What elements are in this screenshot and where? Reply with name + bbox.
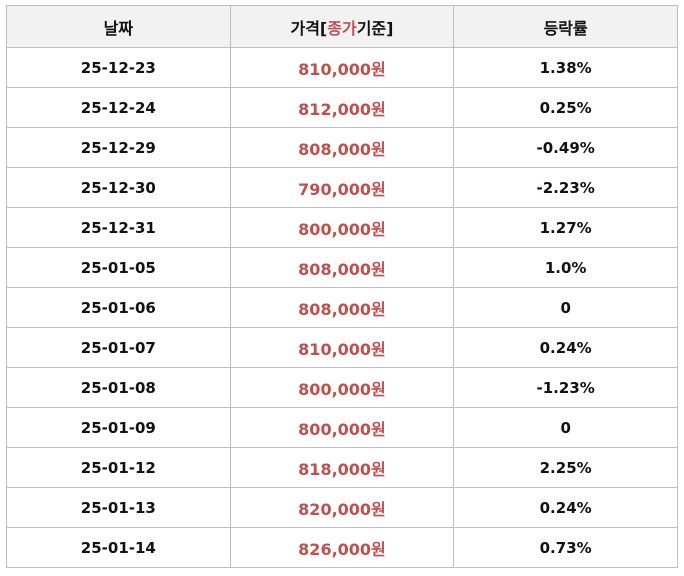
header-cell: 가격[종가기준]	[229, 5, 455, 48]
change-cell: 0.25%	[453, 87, 678, 128]
date-cell: 25-01-08	[6, 367, 231, 408]
date-cell: 25-12-30	[6, 167, 231, 208]
price-cell: 818,000원	[229, 447, 455, 488]
table-row: 25-01-14 826,000원 0.73%	[6, 527, 678, 568]
price-cell: 812,000원	[229, 87, 455, 128]
date-cell: 25-01-06	[6, 287, 231, 328]
table-row: 25-12-29 808,000원 -0.49%	[6, 127, 678, 168]
price-cell: 800,000원	[229, 207, 455, 248]
date-cell: 25-01-13	[6, 487, 231, 528]
price-table: 날짜 가격[종가기준] 등락률 25-12-23 810,000원 1.38% 25-12…	[6, 5, 678, 568]
change-cell: 0.24%	[453, 327, 678, 368]
date-cell: 25-01-14	[6, 527, 231, 568]
change-cell: 1.0%	[453, 247, 678, 288]
change-cell: -2.23%	[453, 167, 678, 208]
header-cell: 날짜	[6, 5, 231, 48]
date-cell: 25-01-07	[6, 327, 231, 368]
table-row: 25-01-12 818,000원 2.25%	[6, 447, 678, 488]
change-cell: 0	[453, 287, 678, 328]
price-cell: 820,000원	[229, 487, 455, 528]
table-row: 25-01-08 800,000원 -1.23%	[6, 367, 678, 408]
price-cell: 808,000원	[229, 127, 455, 168]
date-cell: 25-12-29	[6, 127, 231, 168]
table-header: 날짜 가격[종가기준] 등락률	[6, 5, 678, 48]
header-text: 가격[	[290, 18, 328, 38]
price-cell: 808,000원	[229, 287, 455, 328]
date-cell: 25-12-24	[6, 87, 231, 128]
price-cell: 800,000원	[229, 407, 455, 448]
table-row: 25-12-23 810,000원 1.38%	[6, 47, 678, 88]
price-cell: 808,000원	[229, 247, 455, 288]
change-cell: 2.25%	[453, 447, 678, 488]
change-cell: 0	[453, 407, 678, 448]
change-cell: -1.23%	[453, 367, 678, 408]
table-row: 25-01-07 810,000원 0.24%	[6, 327, 678, 368]
date-cell: 25-01-12	[6, 447, 231, 488]
header-text: 기준]	[356, 18, 394, 38]
table-row: 25-12-31 800,000원 1.27%	[6, 207, 678, 248]
date-cell: 25-01-09	[6, 407, 231, 448]
change-cell: -0.49%	[453, 127, 678, 168]
table-body: 25-12-23 810,000원 1.38% 25-12-24 812,000원 0.2…	[6, 47, 678, 568]
date-cell: 25-01-05	[6, 247, 231, 288]
table-row: 25-01-06 808,000원 0	[6, 287, 678, 328]
change-cell: 0.24%	[453, 487, 678, 528]
price-cell: 810,000원	[229, 47, 455, 88]
price-cell: 790,000원	[229, 167, 455, 208]
header-text: 종가	[327, 18, 357, 38]
table-row: 25-01-05 808,000원 1.0%	[6, 247, 678, 288]
date-cell: 25-12-23	[6, 47, 231, 88]
change-cell: 0.73%	[453, 527, 678, 568]
table-row: 25-12-24 812,000원 0.25%	[6, 87, 678, 128]
price-cell: 810,000원	[229, 327, 455, 368]
date-cell: 25-12-31	[6, 207, 231, 248]
price-cell: 826,000원	[229, 527, 455, 568]
header-cell: 등락률	[453, 5, 678, 48]
change-cell: 1.27%	[453, 207, 678, 248]
price-cell: 800,000원	[229, 367, 455, 408]
table-row: 25-01-13 820,000원 0.24%	[6, 487, 678, 528]
table-row: 25-12-30 790,000원 -2.23%	[6, 167, 678, 208]
header-row: 날짜 가격[종가기준] 등락률	[6, 5, 678, 48]
change-cell: 1.38%	[453, 47, 678, 88]
table-row: 25-01-09 800,000원 0	[6, 407, 678, 448]
